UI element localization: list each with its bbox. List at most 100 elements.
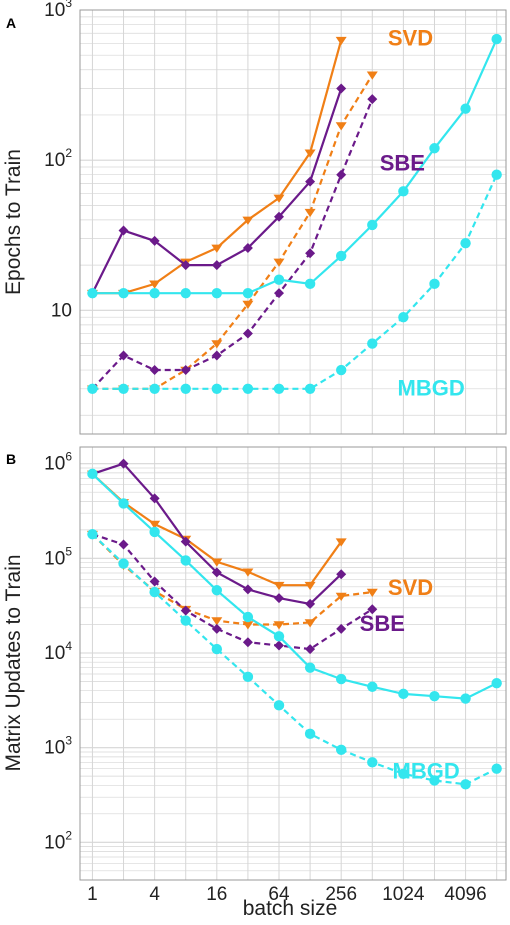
- panel-a-svd-point: [304, 149, 316, 158]
- panel-a-plot-frame: [79, 9, 507, 435]
- panel-a-mbgd-point: [242, 287, 254, 299]
- x-tick-label: 64: [268, 884, 290, 905]
- panel-a-svd-point: [335, 36, 347, 46]
- panel-a-mbgd-point: [304, 383, 316, 395]
- panel-b-mbgd-point: [118, 498, 129, 509]
- x-tick-label: 1: [87, 884, 98, 905]
- x-axis-label: batch size: [243, 897, 338, 920]
- panel-a-mbgd-point: [429, 278, 440, 290]
- panel-a-sbe-line: [91, 98, 374, 390]
- panel-b-y-tick-label: 103: [44, 734, 72, 759]
- panel-a-mbgd-point: [273, 383, 285, 395]
- panel-a-svd-line: [92, 74, 374, 390]
- panel-letter-b: B: [6, 451, 16, 467]
- panel-b-mbgd-point: [491, 763, 502, 774]
- panel-b-sbe-point: [274, 640, 285, 651]
- panel-b-sbe-point: [305, 598, 316, 609]
- panel-b-sbe-point: [180, 536, 191, 547]
- panel-a-svd-point: [149, 280, 161, 289]
- panel-a-mbgd-line: [92, 38, 498, 295]
- panel-a-mbgd-point: [211, 287, 223, 299]
- panel-b-svd-point: [335, 592, 347, 601]
- panel-a-sbe-point: [367, 94, 378, 105]
- panel-a-y-tick-label: 10: [51, 300, 72, 321]
- panel-a-mbgd-point: [180, 383, 191, 395]
- panel-b-sbe-point: [149, 493, 160, 504]
- panel-b-sbe-point: [336, 623, 347, 634]
- panel-a-sbe-point: [211, 350, 222, 361]
- panel-a-mbgd-point: [460, 237, 471, 249]
- panel-a-svd-point: [335, 122, 347, 131]
- x-tick-label: 1024: [382, 884, 425, 905]
- panel-b-mbgd-point: [242, 671, 254, 683]
- panel-a-mbgd-point: [398, 186, 409, 197]
- panel-b-mbgd-point: [149, 586, 160, 598]
- panel-a-series-mbgd-solid: [87, 33, 502, 299]
- panel-a-svd-point: [304, 208, 316, 218]
- panel-a-mbgd-point: [211, 383, 223, 395]
- panel-b-mbgd-point: [273, 700, 285, 711]
- panel-a-mbgd-point: [491, 169, 502, 180]
- panel-a-mbgd-point: [118, 287, 129, 299]
- panel-a-sbe-point: [242, 328, 253, 339]
- panel-b-sbe-point: [305, 644, 316, 655]
- panel-a-svd-point: [211, 340, 223, 349]
- panel-b-y-tick-label: 106: [44, 450, 72, 475]
- panel-b-sbe-point: [242, 637, 253, 648]
- x-tick-label: 4096: [444, 884, 486, 905]
- panel-b-mbgd-point: [242, 611, 254, 623]
- panel-b-svd-point: [304, 581, 316, 591]
- panel-a-mbgd-point: [273, 274, 285, 285]
- panel-b-plot-frame: [79, 446, 507, 881]
- panel-b-svd-point: [211, 617, 223, 626]
- panel-a-mbgd-point: [367, 338, 378, 349]
- panel-b-mbgd-point: [211, 585, 223, 596]
- panel-b-mbgd-point: [335, 744, 347, 755]
- panel-b-mbgd-point: [273, 631, 285, 642]
- panel-a-sbe-point: [211, 260, 222, 271]
- panel-a-sbe-point: [336, 169, 347, 180]
- panel-b-mbgd-point: [87, 468, 98, 480]
- panel-b-svd-point: [273, 581, 285, 591]
- panel-a-sbe-point: [274, 211, 285, 222]
- panel-a-series-labels: SVD SBE MBGD: [380, 26, 465, 401]
- panel-b-svd-point: [149, 520, 161, 530]
- panel-a-y-tick-labels: 10 102 103: [44, 0, 72, 321]
- panel-a-series: [86, 33, 502, 395]
- panel-a-mbgd-point: [335, 250, 347, 262]
- panel-a-sbe-point: [118, 350, 129, 361]
- panel-b-mbgd-point: [460, 693, 471, 704]
- panel-b-sbe-point: [118, 539, 129, 550]
- panel-a-svd-point: [273, 194, 285, 203]
- panel-a-label-mbgd: MBGD: [398, 376, 465, 401]
- panel-a-sbe-point: [305, 176, 316, 187]
- panel-a-sbe-point: [336, 83, 347, 94]
- panel-b-mbgd-point: [429, 690, 440, 702]
- panel-b-sbe-point: [336, 569, 347, 580]
- panel-b-series: [86, 458, 502, 790]
- panel-b-mbgd-line: [91, 533, 498, 786]
- panel-a-chart: 10 102 103 SVD SBE MBGD Epochs to Train: [2, 0, 507, 435]
- panel-b-mbgd-point: [367, 681, 378, 692]
- panel-letter-a: A: [6, 15, 16, 31]
- panel-b-mbgd-point: [149, 526, 160, 538]
- panel-b-svd-point: [211, 558, 223, 567]
- panel-b-mbgd-point: [460, 779, 471, 790]
- panel-b-sbe-point: [367, 604, 378, 615]
- panel-a-mbgd-line: [92, 174, 498, 390]
- panel-a-sbe-point: [274, 288, 285, 299]
- panel-b-series-labels: SVD SBE MBGD: [360, 575, 460, 784]
- panel-a-mbgd-point: [335, 364, 347, 376]
- panel-a-y-axis-label: Epochs to Train: [2, 149, 25, 295]
- panel-b-y-tick-label: 105: [44, 544, 72, 569]
- panel-a-sbe-point: [305, 248, 316, 259]
- panel-b-mbgd-point: [335, 673, 347, 685]
- panel-a-sbe-point: [242, 242, 253, 253]
- panel-b-mbgd-point: [429, 775, 440, 786]
- panel-a-sbe-point: [118, 225, 129, 236]
- panel-a-mbgd-point: [304, 278, 316, 290]
- panel-b-mbgd-point: [367, 757, 378, 768]
- panel-b-y-tick-label: 102: [44, 828, 72, 853]
- panel-b-label-sbe: SBE: [360, 611, 405, 636]
- panel-b-sbe-point: [149, 576, 160, 587]
